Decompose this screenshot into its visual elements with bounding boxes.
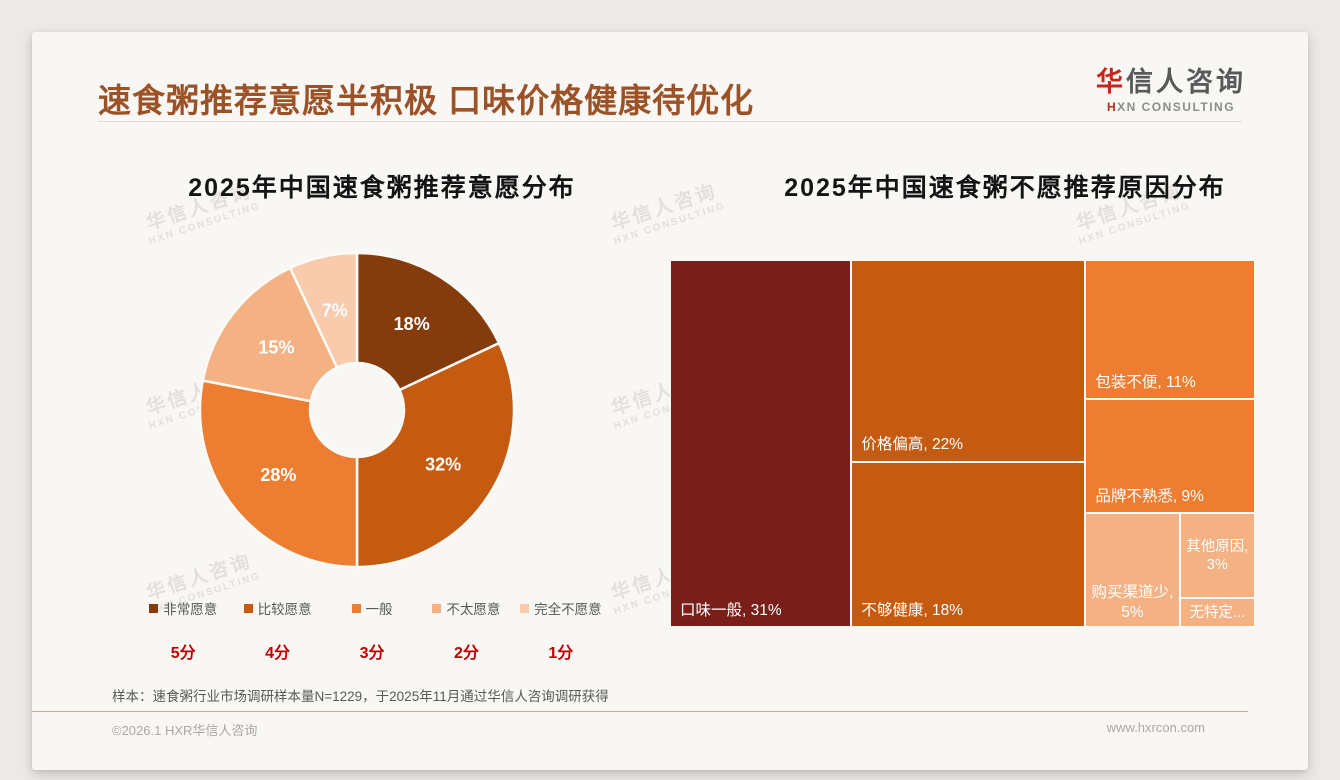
score-scale-row: 5分 4分 3分 2分 1分 [136, 639, 608, 663]
legend-label: 比较愿意 [257, 602, 312, 617]
website-url: www.hxrcon.com [1106, 720, 1205, 735]
logo-rest-chars: 信人咨询 [1126, 67, 1246, 97]
treemap-tile-其他原因: 其他原因, 3% [1179, 513, 1255, 599]
donut-chart-title: 2025年中国速食粥推荐意愿分布 [188, 174, 576, 202]
copyright-text: ©2026.1 HXR华信人咨询 [112, 723, 258, 738]
legend-label: 不太愿意 [446, 602, 501, 617]
treemap-tile-label: 价格偏高, 22% [861, 436, 963, 454]
legend-item-不太愿意: 不太愿意 [419, 598, 513, 618]
treemap-chart-title: 2025年中国速食粥不愿推荐原因分布 [784, 174, 1226, 202]
logo-chinese-name: 华信人咨询 [1096, 60, 1246, 99]
donut-slice-非常愿意 [355, 251, 501, 392]
treemap-tile-label: 品牌不熟悉, 9% [1095, 487, 1204, 505]
donut-data-label: 18% [394, 314, 430, 334]
donut-slice-比较愿意 [355, 341, 516, 569]
legend-item-一般: 一般 [325, 598, 419, 618]
treemap-tile-购买渠道少: 购买渠道少, 5% [1085, 513, 1180, 627]
treemap-tile-label: 包装不便, 11% [1095, 373, 1196, 391]
score-label-2分: 2分 [453, 645, 479, 662]
legend-swatch-icon [149, 603, 159, 613]
donut-data-label: 7% [322, 301, 348, 321]
slide-title: 速食粥推荐意愿半积极 口味价格健康待优化 [98, 82, 755, 119]
legend-label: 完全不愿意 [534, 602, 602, 617]
logo-en-accent: H [1106, 100, 1118, 114]
treemap-tile-label: 不够健康, 18% [861, 601, 963, 619]
logo-accent-char: 华 [1096, 67, 1126, 97]
donut-slice-完全不愿意 [288, 251, 359, 369]
score-label-1分: 1分 [548, 645, 574, 662]
slide-card: 华信人咨询 HXN CONSULTING 华信人咨询 HXN CONSULTING 华信… [32, 32, 1308, 770]
score-label-5分: 5分 [170, 645, 196, 662]
logo-english-name: HXN CONSULTING [1096, 100, 1246, 114]
legend-swatch-icon [351, 603, 361, 613]
sample-note: 样本：速食粥行业市场调研样本量N=1229，于2025年11月通过华信人咨询调研… [112, 689, 609, 704]
legend-item-比较愿意: 比较愿意 [230, 598, 324, 618]
treemap-tile-label: 口味一般, 31% [680, 601, 782, 619]
legend-item-非常愿意: 非常愿意 [136, 598, 230, 618]
legend-swatch-icon [432, 603, 442, 613]
donut-slice-一般 [198, 379, 359, 569]
treemap-tile-包装不便: 包装不便, 11% [1085, 260, 1255, 400]
treemap-tile-label: 无特定... [1189, 604, 1246, 621]
treemap-tile-不够健康: 不够健康, 18% [851, 461, 1086, 627]
company-logo: 华信人咨询 HXN CONSULTING [1096, 60, 1246, 114]
donut-slice-不太愿意 [201, 266, 339, 403]
logo-en-rest: XN CONSULTING [1117, 100, 1236, 114]
legend-swatch-icon [520, 603, 530, 613]
treemap-tile-label: 其他原因, 3% [1186, 538, 1249, 573]
score-label-3分: 3分 [359, 645, 385, 662]
treemap-tile-label: 购买渠道少, 5% [1091, 584, 1174, 621]
donut-chart: 18% 32% 28% 15% 7% [198, 251, 516, 569]
score-label-4分: 4分 [265, 645, 291, 662]
donut-data-label: 32% [425, 455, 461, 475]
legend-swatch-icon [243, 603, 253, 613]
donut-data-label: 28% [260, 465, 296, 485]
title-underline [98, 121, 1242, 122]
treemap-tile-品牌不熟悉: 品牌不熟悉, 9% [1085, 399, 1255, 514]
footer-divider [32, 711, 1248, 712]
treemap-chart: 口味一般, 31% 价格偏高, 22% 不够健康, 18% 包装不便, 11% 品牌不熟… [670, 260, 1255, 627]
legend-label: 一般 [365, 602, 393, 617]
legend-label: 非常愿意 [163, 602, 218, 617]
donut-data-label: 15% [258, 338, 294, 358]
treemap-tile-价格偏高: 价格偏高, 22% [851, 260, 1086, 462]
treemap-tile-口味一般: 口味一般, 31% [670, 260, 852, 627]
legend-item-完全不愿意: 完全不愿意 [514, 598, 608, 618]
donut-legend: 非常愿意 比较愿意 一般 不太愿意 完全不愿意 [136, 598, 608, 618]
treemap-tile-无特定: 无特定... [1179, 598, 1255, 627]
